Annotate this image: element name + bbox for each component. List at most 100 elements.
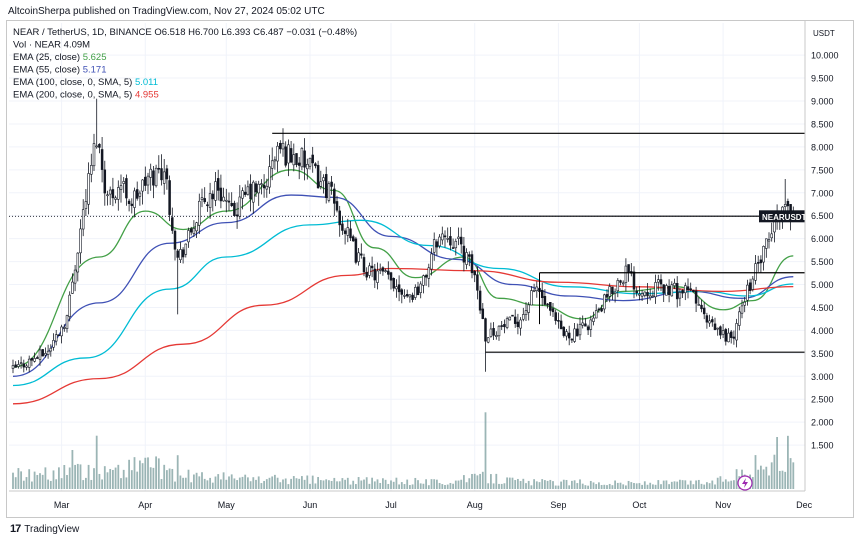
- candle-body: [468, 254, 471, 257]
- volume-bar: [152, 467, 155, 489]
- volume-bar: [527, 480, 530, 489]
- volume-bar: [98, 473, 101, 489]
- candles: [11, 98, 795, 374]
- candle-body: [187, 230, 190, 243]
- legend-indicator[interactable]: EMA (100, close, 0, SMA, 5) 5.011: [13, 77, 158, 88]
- volume-bar: [314, 483, 317, 489]
- candle-body: [651, 295, 655, 298]
- volume-bar: [155, 456, 157, 489]
- candle-body: [603, 294, 606, 310]
- volume-bar: [176, 455, 179, 489]
- price-tick-label: 3.500: [811, 349, 834, 359]
- volume-bar: [355, 484, 357, 489]
- volume-bar: [174, 481, 176, 489]
- currency-badge: USDT: [813, 29, 835, 38]
- volume-bar: [552, 481, 554, 489]
- volume-bar: [376, 479, 379, 489]
- candle-body: [667, 285, 671, 296]
- candle-body: [519, 319, 522, 329]
- volume-bar: [133, 457, 136, 489]
- candle-body: [576, 328, 579, 337]
- candle-body: [381, 267, 385, 272]
- candle-body: [735, 323, 738, 341]
- candle-body: [46, 350, 50, 355]
- candle-body: [424, 275, 428, 278]
- candle-body: [530, 290, 533, 306]
- volume-bar: [282, 479, 284, 489]
- volume-bar: [125, 477, 128, 489]
- price-scale-bg[interactable]: [805, 21, 853, 517]
- candle-body: [657, 279, 660, 283]
- volume-bar: [252, 477, 255, 489]
- legend-indicator-label: EMA (100, close, 0, SMA, 5): [13, 77, 135, 88]
- volume-bar: [149, 467, 152, 489]
- volume-bar: [182, 477, 184, 489]
- volume-bar: [117, 464, 120, 489]
- volume-bar: [147, 457, 149, 489]
- price-chart[interactable]: 8.2966.4895.2563.525NEARUSDT6.48718:57:5…: [7, 21, 853, 517]
- candle-body: [557, 320, 560, 322]
- volume-bar: [652, 484, 654, 489]
- candle-body: [459, 236, 463, 245]
- chart-panel[interactable]: 8.2966.4895.2563.525NEARUSDT6.48718:57:5…: [6, 20, 854, 518]
- volume-bar: [503, 483, 506, 489]
- candle-body: [476, 274, 479, 291]
- legend-indicator-label: EMA (55, close): [13, 65, 83, 76]
- volume-bar: [646, 484, 649, 489]
- candle-body: [540, 290, 544, 299]
- candle-body: [689, 288, 692, 291]
- volume-bar: [198, 476, 201, 489]
- volume-bar: [517, 478, 519, 489]
- volume-bar: [220, 479, 222, 489]
- legend-indicator-value: 5.171: [83, 65, 107, 76]
- volume-bar: [357, 477, 360, 489]
- volume-bar: [292, 476, 295, 489]
- candle-body: [511, 314, 514, 317]
- candle-body: [643, 291, 647, 296]
- legend-indicator[interactable]: EMA (25, close) 5.625: [13, 52, 106, 63]
- candle-body: [160, 168, 163, 181]
- volume-bar: [681, 480, 684, 489]
- legend-indicator[interactable]: EMA (55, close) 5.171: [13, 65, 106, 76]
- volume-bar: [438, 482, 441, 489]
- volume-bar: [425, 479, 427, 489]
- volume-bar: [630, 482, 633, 489]
- candle-body: [246, 186, 250, 195]
- candle-body: [665, 285, 668, 296]
- volume-bar: [93, 468, 95, 489]
- legend: NEAR / TetherUS, 1D, BINANCE O6.518 H6.7…: [13, 27, 753, 491]
- candle-body: [621, 282, 625, 285]
- volume-bar: [325, 479, 328, 489]
- volume-bar: [787, 435, 789, 489]
- volume-bar: [635, 483, 638, 489]
- candle-body: [238, 196, 242, 217]
- candle-body: [535, 286, 539, 292]
- volume-bar: [120, 478, 122, 489]
- volume-bar: [68, 467, 71, 489]
- candle-body: [478, 290, 482, 311]
- legend-indicator[interactable]: EMA (200, close, 0, SMA, 5) 4.955: [13, 90, 159, 101]
- volume-bar: [368, 483, 371, 489]
- volume-bar: [193, 474, 195, 489]
- volume-bar: [247, 477, 249, 489]
- candle-body: [762, 246, 765, 263]
- legend-indicator-label: EMA (200, close, 0, SMA, 5): [13, 90, 135, 101]
- volume-bar: [163, 464, 166, 489]
- candle-body: [719, 326, 722, 336]
- volume-bar: [579, 479, 581, 489]
- candle-body: [327, 183, 331, 201]
- candle-body: [230, 202, 233, 207]
- volume-bar: [241, 476, 244, 489]
- time-tick-label: Dec: [796, 500, 813, 510]
- candle-body: [122, 181, 125, 184]
- candle-body: [349, 228, 352, 239]
- volume-bar: [60, 478, 63, 489]
- legend-indicator-value: 5.625: [83, 52, 107, 63]
- volume-bar: [692, 484, 695, 489]
- volume-bar: [697, 479, 700, 489]
- candle-body: [219, 187, 223, 202]
- candle-body: [63, 327, 66, 329]
- volume-bar: [103, 466, 106, 489]
- volume-bar: [589, 480, 592, 489]
- candle-body: [662, 284, 665, 294]
